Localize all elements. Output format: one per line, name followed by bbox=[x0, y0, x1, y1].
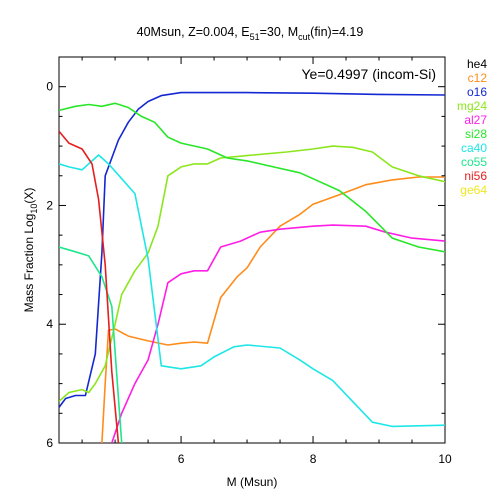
series-line-c12 bbox=[101, 176, 445, 443]
annotation: Ye=0.4997 (incom-Si) bbox=[301, 66, 436, 82]
series-line-o16 bbox=[59, 91, 445, 408]
series-layer bbox=[59, 91, 445, 443]
series-line-ca40 bbox=[59, 154, 445, 428]
legend-item-co55: co55 bbox=[461, 155, 487, 169]
plot-frame bbox=[58, 56, 446, 444]
series-line-mg24 bbox=[59, 145, 445, 402]
chart-title: 40Msun, Z=0.004, E51=30, Mcut(fin)=4.19 bbox=[137, 25, 364, 42]
legend-item-mg24: mg24 bbox=[457, 99, 487, 113]
legend-item-ge64: ge64 bbox=[460, 183, 487, 197]
ticks-layer: 6 8 10 0 2 4 6 bbox=[46, 56, 452, 466]
x-tick-label: 6 bbox=[178, 452, 185, 466]
x-tick-label: 10 bbox=[438, 452, 452, 466]
legend-item-he4: he4 bbox=[467, 57, 487, 71]
series-line-al27 bbox=[111, 224, 445, 443]
legend-item-al27: al27 bbox=[464, 113, 487, 127]
legend-item-si28: si28 bbox=[465, 127, 487, 141]
legend-item-c12: c12 bbox=[468, 71, 488, 85]
y-tick-label: 0 bbox=[46, 80, 53, 94]
legend-item-o16: o16 bbox=[467, 85, 487, 99]
legend-item-ni56: ni56 bbox=[464, 169, 487, 183]
y-tick-label: 4 bbox=[46, 317, 53, 331]
x-axis-label: M (Msun) bbox=[227, 475, 278, 489]
x-tick-label: 8 bbox=[310, 452, 317, 466]
series-line-si28 bbox=[59, 102, 445, 253]
legend-item-ca40: ca40 bbox=[461, 141, 487, 155]
y-axis-label: Mass Fraction Log10(X) bbox=[22, 188, 39, 313]
y-tick-label: 2 bbox=[46, 198, 53, 212]
series-line-co55 bbox=[59, 246, 123, 443]
series-line-ni56 bbox=[59, 130, 120, 443]
y-tick-label: 6 bbox=[46, 436, 53, 450]
